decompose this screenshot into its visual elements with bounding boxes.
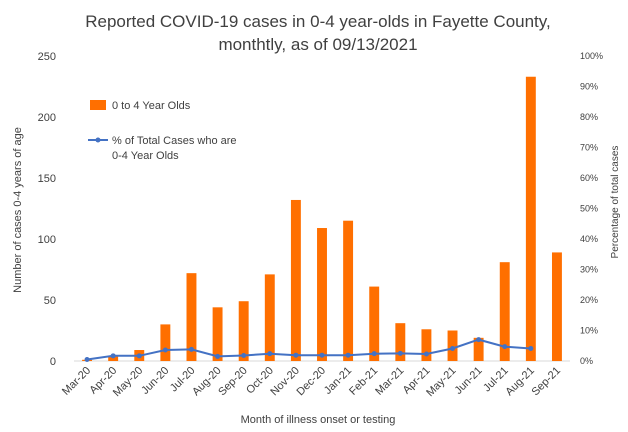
line-point <box>293 352 299 358</box>
x-tick-label: May-20 <box>111 365 145 399</box>
x-tick-label: Sep-20 <box>216 365 250 399</box>
bar <box>238 301 249 361</box>
series-line <box>86 338 531 361</box>
y2-tick-label: 90% <box>580 82 598 92</box>
y-tick-label: 250 <box>38 51 56 63</box>
line-point <box>110 353 116 359</box>
line-point <box>423 351 429 357</box>
line-point <box>476 337 482 343</box>
bar <box>160 324 171 361</box>
y-axis-left-ticks: 0 50 100 150 200 250 <box>38 51 56 368</box>
chart-title-line-1: Reported COVID-19 cases in 0-4 year-olds… <box>85 12 551 31</box>
bar-series <box>82 76 562 362</box>
x-tick-label: Jun-21 <box>452 365 484 397</box>
bar <box>369 286 380 361</box>
legend-label-line-1: % of Total Cases who are <box>112 135 237 147</box>
legend-label-line-2: 0-4 Year Olds <box>112 150 179 162</box>
bar <box>473 337 484 361</box>
y2-tick-label: 60% <box>580 173 598 183</box>
bar <box>290 199 301 361</box>
y2-tick-label: 20% <box>580 295 598 305</box>
y-axis-title: Number of cases 0-4 years of age <box>12 127 24 293</box>
y2-tick-label: 80% <box>580 112 598 122</box>
line-point <box>397 350 403 356</box>
bar <box>447 330 458 361</box>
bar <box>525 76 536 362</box>
line-point <box>528 345 534 351</box>
x-tick-label: Mar-21 <box>373 365 406 398</box>
bar <box>108 356 119 361</box>
line-point <box>84 356 90 362</box>
bar <box>343 220 354 361</box>
x-tick-label: May-21 <box>424 365 458 399</box>
bar <box>186 273 197 361</box>
x-axis-ticks: Mar-20Apr-20May-20Jun-20Jul-20Aug-20Sep-… <box>60 365 563 399</box>
y-axis-right-ticks: 0% 10% 20% 30% 40% 50% 60% 70% 80% 90% 100% <box>580 51 603 366</box>
line-point <box>188 346 194 352</box>
y2-tick-label: 0% <box>580 356 593 366</box>
y-tick-label: 150 <box>38 173 56 185</box>
line-point <box>241 353 247 359</box>
bar <box>317 228 327 361</box>
y2-tick-label: 10% <box>580 326 598 336</box>
x-tick-label: Dec-20 <box>295 365 329 399</box>
bar <box>551 252 562 361</box>
legend-swatch-bars <box>90 100 106 110</box>
line-series <box>84 337 534 362</box>
y2-axis-title: Percentage of total cases <box>610 146 621 259</box>
line-point <box>215 353 221 359</box>
x-tick-label: Mar-20 <box>60 365 93 398</box>
line-point <box>319 352 325 358</box>
bar <box>499 262 510 361</box>
line-point <box>136 353 142 359</box>
chart-title: Reported COVID-19 cases in 0-4 year-olds… <box>85 12 551 54</box>
line-point <box>502 344 508 350</box>
line-point <box>371 351 377 357</box>
y2-tick-label: 30% <box>580 265 598 275</box>
x-tick-label: Sep-21 <box>529 365 563 399</box>
y2-tick-label: 50% <box>580 204 598 214</box>
y2-tick-label: 100% <box>580 51 603 61</box>
legend: 0 to 4 Year Olds % of Total Cases who ar… <box>88 100 237 162</box>
line-point <box>162 347 168 353</box>
x-axis-title: Month of illness onset or testing <box>241 414 396 426</box>
bar <box>212 307 223 361</box>
line-point <box>450 345 456 351</box>
bar <box>264 274 275 361</box>
legend-label-bars: 0 to 4 Year Olds <box>112 100 191 112</box>
bar <box>421 329 432 361</box>
chart-title-line-2: monthtly, as of 09/13/2021 <box>218 35 417 54</box>
legend-swatch-marker <box>95 137 101 143</box>
y-tick-label: 100 <box>38 234 56 246</box>
y2-tick-label: 40% <box>580 234 598 244</box>
y-tick-label: 200 <box>38 112 56 124</box>
x-tick-label: Feb-21 <box>347 365 380 398</box>
x-tick-label: Jun-20 <box>139 365 171 397</box>
y2-tick-label: 70% <box>580 143 598 153</box>
y-tick-label: 0 <box>50 356 56 368</box>
y-tick-label: 50 <box>44 295 56 307</box>
line-point <box>267 351 273 357</box>
line-point <box>345 352 351 358</box>
bar <box>395 323 406 361</box>
